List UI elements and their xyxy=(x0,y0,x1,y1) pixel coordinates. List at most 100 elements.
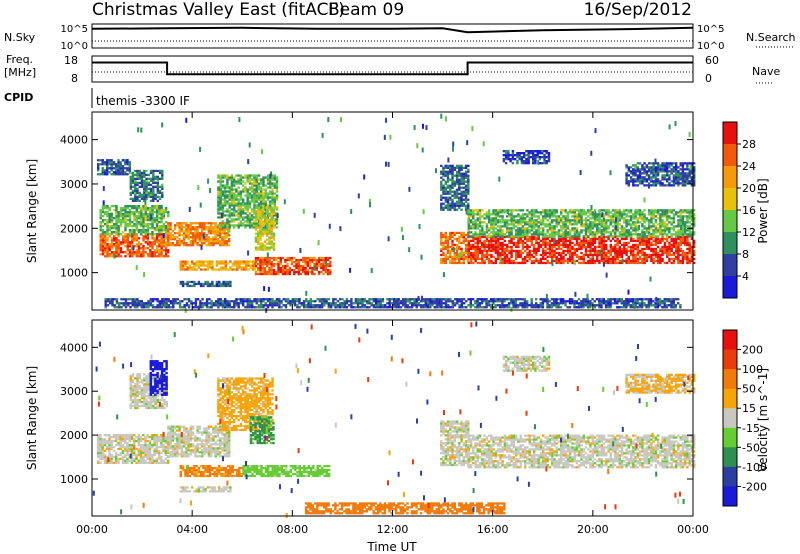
power-panel-cell xyxy=(322,268,325,272)
power-panel-cell xyxy=(526,259,529,263)
power-panel-cell xyxy=(571,223,574,226)
power-panel-cell xyxy=(162,211,165,214)
power-panel-cell xyxy=(663,249,667,253)
power-panel-cell xyxy=(155,235,159,238)
power-panel-cell xyxy=(643,255,646,259)
power-panel-cell xyxy=(496,243,500,247)
power-panel-cell xyxy=(562,259,565,263)
power-panel-cell xyxy=(121,167,125,170)
power-panel-cell xyxy=(580,245,583,249)
power-panel-cell xyxy=(131,229,134,232)
power-panel-cell xyxy=(151,223,154,226)
power-panel-cell xyxy=(663,245,667,249)
power-panel-cell xyxy=(110,163,113,166)
power-panel-cell xyxy=(442,233,445,237)
power-panel-cell xyxy=(135,243,138,246)
power-panel-cell xyxy=(207,244,211,247)
power-panel-cell xyxy=(524,257,527,261)
power-panel-cell xyxy=(263,232,267,235)
power-panel-cell xyxy=(686,255,689,259)
power-panel-cell xyxy=(108,225,111,228)
power-panel-cell xyxy=(582,241,585,245)
power-panel-cell xyxy=(526,251,529,255)
power-panel-cell xyxy=(598,245,601,249)
power-panel-cell xyxy=(666,225,669,228)
power-panel-cell xyxy=(455,166,459,169)
power-panel-cell xyxy=(564,209,567,212)
power-panel-cell xyxy=(526,213,529,216)
power-panel-cell xyxy=(99,173,102,176)
power-panel-cell xyxy=(614,259,617,263)
power-panel-cell xyxy=(652,162,655,165)
power-panel-cell xyxy=(99,253,102,256)
power-panel-cell xyxy=(618,235,621,238)
power-panel-cell xyxy=(264,204,267,207)
power-panel-cell xyxy=(681,239,685,243)
power-panel-cell xyxy=(284,272,287,276)
power-panel-cell xyxy=(478,225,482,228)
power-panel-cell xyxy=(153,243,156,246)
power-panel-cell xyxy=(681,237,685,241)
power-panel-region xyxy=(467,235,696,265)
power-panel-cell xyxy=(160,227,163,230)
power-panel-cell xyxy=(638,241,642,245)
power-panel-cell xyxy=(634,180,637,183)
power-panel-cell xyxy=(155,217,159,220)
power-panel-cell xyxy=(681,251,685,255)
power-panel-cell xyxy=(257,178,261,181)
power-panel-cell xyxy=(527,154,530,157)
power-panel-cell xyxy=(636,249,640,253)
power-panel-cell xyxy=(209,240,213,243)
power-panel-cell xyxy=(233,202,236,205)
power-panel-cell xyxy=(553,209,556,212)
power-panel-cell xyxy=(469,209,473,212)
power-panel-cell xyxy=(449,253,452,257)
power-panel-cell xyxy=(134,197,137,200)
power-panel-cell xyxy=(119,233,123,236)
power-panel-cell xyxy=(133,207,136,210)
power-panel-cell xyxy=(451,178,454,181)
power-panel-cell xyxy=(512,235,516,238)
power-panel-cell xyxy=(618,227,621,230)
power-panel-cell xyxy=(261,258,264,262)
power-panel-cell xyxy=(688,245,691,249)
power-panel-cell xyxy=(533,249,536,253)
power-panel-cell xyxy=(220,282,223,286)
power-panel-cell xyxy=(158,249,161,252)
power-panel-cell xyxy=(117,235,120,238)
power-panel-cell xyxy=(257,202,261,205)
power-panel-cell xyxy=(226,214,229,217)
power-panel-cell xyxy=(555,217,558,220)
power-panel-cell xyxy=(654,249,658,253)
power-panel-cell xyxy=(134,189,137,192)
power-panel-cell xyxy=(156,191,159,194)
power-panel-cell xyxy=(634,243,637,247)
power-panel-cell xyxy=(527,160,530,163)
power-panel-cell xyxy=(499,233,502,236)
power-panel-cell xyxy=(442,202,445,205)
power-panel-cell xyxy=(487,211,491,214)
power-panel-cell xyxy=(537,247,540,251)
power-panel-cell xyxy=(688,235,691,238)
power-panel-cell xyxy=(519,227,522,230)
power-panel-cell xyxy=(161,175,164,178)
power-panel-cell xyxy=(548,209,552,212)
power-panel-cell xyxy=(308,258,312,262)
power-panel-cell xyxy=(690,249,694,253)
power-panel-cell xyxy=(261,266,264,270)
power-panel-cell xyxy=(564,243,567,247)
power-panel-cell xyxy=(99,241,102,244)
power-panel-cell xyxy=(182,222,186,225)
power-panel-cell xyxy=(650,170,653,173)
power-panel-cell xyxy=(636,225,640,228)
power-panel-cell xyxy=(223,232,226,235)
power-panel-cell xyxy=(584,227,588,230)
power-panel-cell xyxy=(101,225,105,228)
power-panel-cell xyxy=(275,222,279,225)
power-panel-cell xyxy=(693,219,696,222)
power-panel-cell xyxy=(490,219,493,222)
power-panel-cell xyxy=(237,210,240,213)
power-panel-cell xyxy=(228,210,231,213)
nsearch-label: N.Search xyxy=(746,31,796,44)
power-panel-cell xyxy=(647,255,651,259)
